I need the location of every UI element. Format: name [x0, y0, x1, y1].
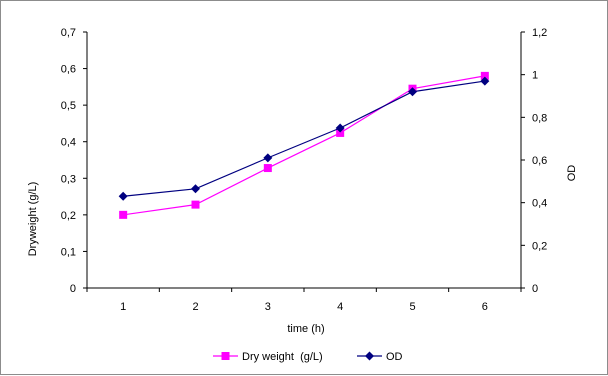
- right-tick-label: 1: [532, 70, 538, 82]
- series-point: [119, 210, 128, 219]
- x-tick-label: 5: [409, 301, 415, 313]
- right-tick-label: 0,2: [532, 240, 547, 252]
- legend-marker: [221, 352, 230, 360]
- legend: Dry weight (g/L) OD: [213, 351, 403, 363]
- series-point: [191, 184, 200, 194]
- series-line: [123, 75, 485, 216]
- series-point: [263, 164, 272, 173]
- left-tick-label: 0,2: [61, 210, 76, 222]
- x-tick-label: 6: [482, 301, 488, 313]
- right-tick-label: 1,2: [532, 27, 547, 39]
- x-tick-label: 2: [192, 301, 198, 313]
- right-tick-label: 0,8: [532, 112, 547, 124]
- series-point: [480, 76, 490, 86]
- y2-axis-title: OD: [566, 165, 578, 182]
- series-layer: [118, 71, 490, 219]
- x-tick-label: 1: [120, 301, 126, 313]
- right-y-axis: 0 0,2 0,4 0,6 0,8 1 1,2: [520, 27, 547, 295]
- series-point: [191, 200, 200, 209]
- left-tick-label: 0: [70, 283, 76, 295]
- series-point: [263, 153, 273, 163]
- x-axis-title: time (h): [287, 323, 324, 335]
- right-tick-label: 0: [532, 283, 538, 295]
- series-point: [408, 87, 417, 97]
- x-tick-label: 4: [337, 301, 343, 313]
- left-tick-label: 0,6: [61, 64, 76, 76]
- left-y-axis: 0 0,1 0,2 0,3 0,4 0,5 0,6 0,7: [61, 27, 88, 295]
- left-tick-label: 0,5: [61, 100, 76, 112]
- x-axis: 1 2 3 4 5 6: [86, 287, 522, 313]
- left-tick-label: 0,4: [61, 137, 76, 149]
- series-line: [123, 80, 485, 197]
- left-tick-label: 0,3: [61, 173, 76, 185]
- legend-label: Dry weight (g/L): [242, 351, 323, 363]
- legend-label: OD: [386, 351, 403, 363]
- right-tick-label: 0,4: [532, 198, 547, 210]
- series-point: [118, 191, 128, 201]
- series-point: [335, 123, 345, 133]
- series-point: [336, 128, 345, 137]
- y-axis-title: Dryweight (g/L): [27, 182, 39, 257]
- left-tick-label: 0,7: [61, 27, 76, 39]
- left-tick-label: 0,1: [61, 246, 76, 258]
- legend-marker: [365, 351, 374, 361]
- right-tick-label: 0,6: [532, 155, 547, 167]
- series-point: [480, 71, 489, 80]
- x-tick-label: 3: [265, 301, 271, 313]
